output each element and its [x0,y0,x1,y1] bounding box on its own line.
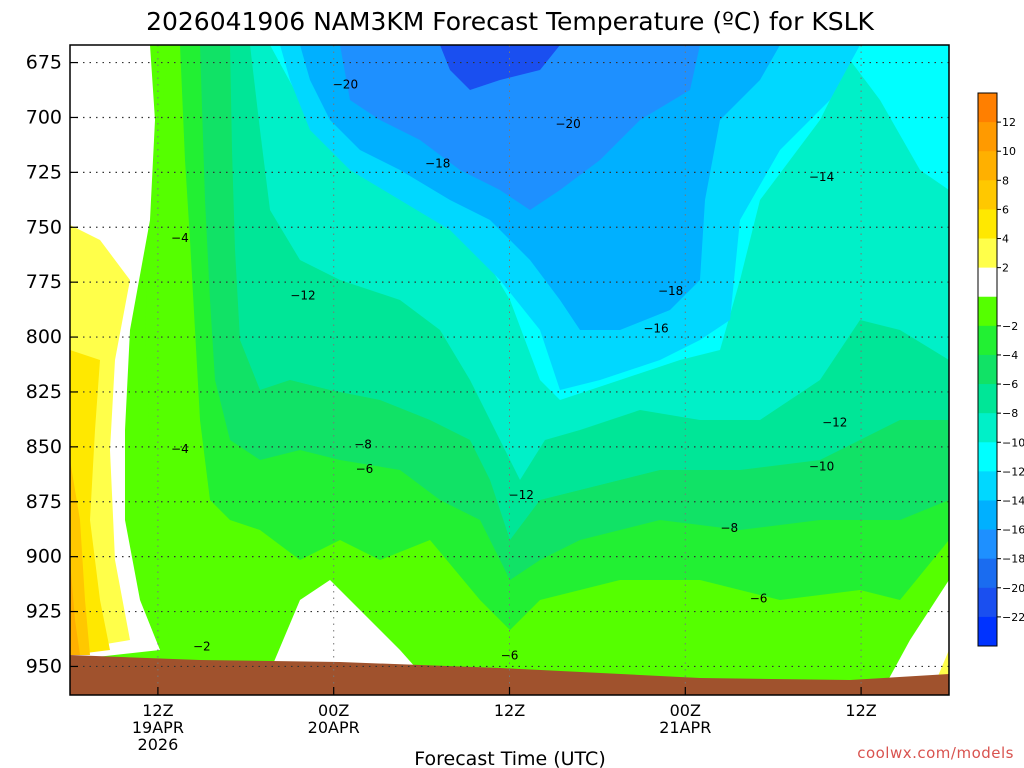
x-tick-label: 2026 [138,735,179,754]
colorbar-label: −2 [1002,320,1018,333]
colorbar-segment [978,180,997,210]
band-right-warm [880,580,949,695]
colorbar-segment [978,122,997,152]
colorbar-label: −14 [1002,494,1024,507]
y-tick-label: 725 [26,161,62,183]
contour-label: −16 [643,321,668,335]
colorbar-label: 6 [1002,203,1009,216]
colorbar-segment [978,616,997,647]
contour-label: −14 [809,170,834,184]
colorbar-segment [978,384,997,414]
band-plus-6-to-8 [70,460,90,655]
colorbar-segment [978,413,997,443]
x-tick-label: 12Z [142,701,173,720]
y-tick-label: 800 [26,326,62,348]
contour-label: −4 [171,231,189,245]
colorbar-segment [978,500,997,531]
y-tick-label: 700 [26,106,62,128]
colorbar-segment [978,296,997,327]
colorbar-label: 8 [1002,174,1009,187]
y-tick-label: 675 [26,52,62,74]
contour-label: −12 [509,488,534,502]
colorbar-segment [978,325,997,356]
colorbar-segment [978,471,997,501]
contour-label: −4 [171,442,189,456]
colorbar-label: −4 [1002,349,1018,362]
x-tick-label: 00Z [318,701,349,720]
colorbar-segment [978,442,997,472]
colorbar-segment [978,151,997,181]
colorbar-label: −6 [1002,378,1018,391]
y-tick-label: 825 [26,381,62,403]
contour-label: −12 [290,288,315,302]
x-tick-label: 12Z [845,701,876,720]
y-tick-label: 950 [26,655,62,677]
colorbar-label: 12 [1002,116,1016,129]
colorbar-label: 2 [1002,262,1009,275]
credit-text: coolwx.com/models [857,744,1014,762]
colorbar-label: −8 [1002,407,1018,420]
colorbar-segment [978,354,997,385]
colorbar-frame [977,92,998,647]
contour-label: −20 [555,117,580,131]
band-minus-20 [340,45,700,210]
y-tick-label: 750 [26,216,62,238]
y-tick-label: 900 [26,546,62,568]
y-tick-label: 875 [26,491,62,513]
terrain [70,655,949,695]
colorbar: 12 10 8 6 4 2 −2 −4 −6 −8 −10 −12 −14 −16 −18 −20 −22 [977,92,1024,647]
contour-label: −8 [720,521,738,535]
contour-label: −8 [354,438,372,452]
x-tick-label: 20APR [308,718,360,737]
x-tick-label: 21APR [659,718,711,737]
x-tick-label: 12Z [494,701,525,720]
colorbar-segment [978,587,997,618]
band-plus-8-to-10 [70,560,80,655]
y-axis-ticks: 675 700 725 750 775 800 825 850 875 900 925 950 [26,52,78,677]
chart-title: 2026041906 NAM3KM Forecast Temperature (… [146,7,874,36]
y-tick-label: 775 [26,271,62,293]
contour-label: −6 [356,462,374,476]
y-tick-label: 850 [26,436,62,458]
colorbar-label: −22 [1002,611,1024,624]
contour-label: −6 [501,648,519,662]
band-minus-22 [440,45,560,90]
contour-label: −2 [193,640,211,654]
contour-label: −18 [658,284,683,298]
contour-label: −12 [822,416,847,430]
colorbar-label: −10 [1002,436,1024,449]
colorbar-label: 10 [1002,145,1016,158]
contour-label: −10 [809,460,834,474]
contour-label: −18 [425,157,450,171]
colorbar-segment [978,529,997,560]
x-tick-label: 00Z [670,701,701,720]
colorbar-segment [978,93,997,123]
colorbar-label: −16 [1002,524,1024,537]
contour-label: −6 [750,591,768,605]
colorbar-label: −18 [1002,553,1024,566]
y-tick-label: 925 [26,601,62,623]
colorbar-segment [978,558,997,589]
contour-labels: −20 −20 −18 −18 −16 −14 −12 −12 −12 −10 −8 −8 −6 −6 −6… [171,78,847,663]
colorbar-segment [978,238,997,269]
colorbar-label: −12 [1002,465,1024,478]
temperature-field [70,45,949,695]
colorbar-segment [978,267,997,298]
contour-label: −20 [333,78,358,92]
x-axis-label: Forecast Time (UTC) [414,748,605,768]
colorbar-segment [978,209,997,240]
gridlines [70,45,949,695]
colorbar-label: −20 [1002,582,1024,595]
colorbar-label: 4 [1002,233,1009,246]
x-tick-label: 19APR [132,718,184,737]
